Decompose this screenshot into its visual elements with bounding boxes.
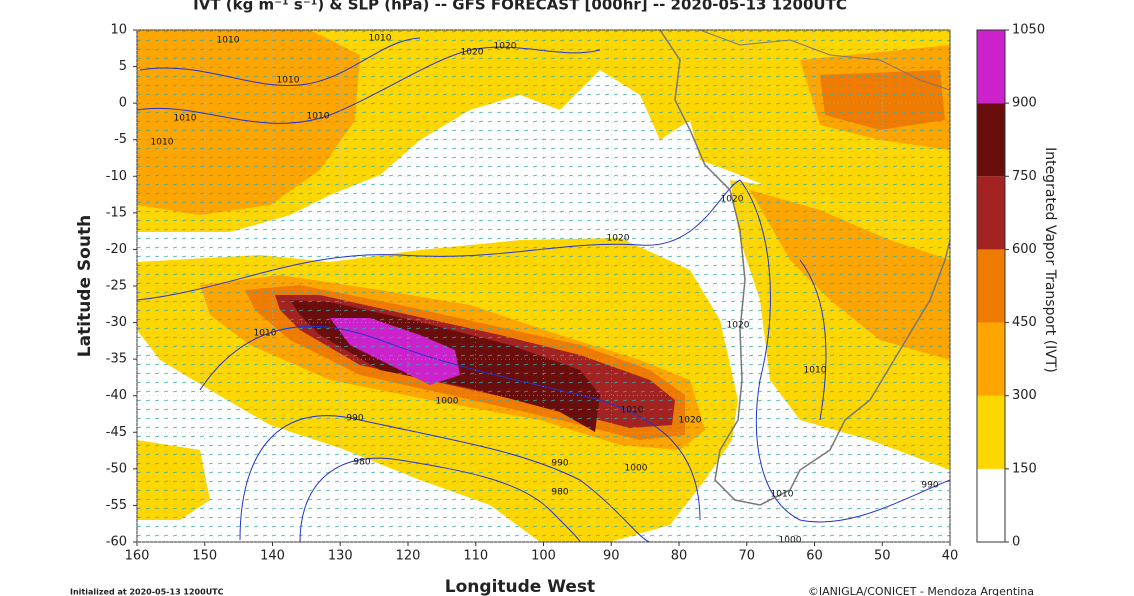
colorbar-segment <box>977 103 1005 177</box>
x-tick-label: 80 <box>671 549 688 564</box>
x-tick-label: 40 <box>942 549 959 564</box>
y-tick-label: -55 <box>106 498 127 513</box>
contour-label: 990 <box>921 481 938 491</box>
colorbar-tick-label: 150 <box>1012 461 1037 476</box>
contour-label: 1010 <box>217 36 240 46</box>
isobar <box>199 325 701 521</box>
contour-label: 1020 <box>727 321 750 331</box>
contour-label: 1010 <box>174 114 197 124</box>
x-tick-label: 60 <box>806 549 823 564</box>
contour-label: 1020 <box>679 416 702 426</box>
isobar <box>739 179 950 523</box>
footer-right: ©IANIGLA/CONICET - Mendoza Argentina <box>808 585 1034 596</box>
colorbar-segment <box>977 249 1005 323</box>
colorbar-tick-label: 900 <box>1012 96 1037 111</box>
y-tick-label: -25 <box>106 279 127 294</box>
contour-label: 1010 <box>804 366 827 376</box>
x-tick-label: 130 <box>328 549 353 564</box>
y-tick-label: -50 <box>106 461 127 476</box>
contour-label: 1000 <box>436 397 459 407</box>
colorbar-tick-label: 300 <box>1012 388 1037 403</box>
y-tick-label: 10 <box>110 23 127 38</box>
contour-label: 1020 <box>461 48 484 58</box>
contour-label: 1010 <box>254 329 277 339</box>
contour-label: 980 <box>353 458 370 468</box>
contour-label: 1000 <box>625 464 648 474</box>
isobar <box>139 37 421 87</box>
colorbar-tick-label: 0 <box>1012 535 1020 550</box>
y-tick-label: -40 <box>106 388 127 403</box>
x-tick-label: 150 <box>192 549 217 564</box>
colorbar-label: Integrated Vapor Transport (IVT) <box>1042 147 1058 373</box>
contour-label: 1020 <box>607 234 630 244</box>
colorbar-segment <box>977 30 1005 104</box>
isobar <box>137 46 601 124</box>
colorbar-segment <box>977 468 1005 542</box>
generated: 160 150 140 130 120 110 100 90 80 70 60 50 401050-5-… <box>106 23 1045 564</box>
y-tick-label: -15 <box>106 205 127 220</box>
colorbar-frame <box>976 29 1006 543</box>
isobars <box>137 37 950 542</box>
x-tick-label: 50 <box>874 549 891 564</box>
contour-label: 1010 <box>151 138 174 148</box>
y-tick-label: 5 <box>119 59 127 74</box>
contour-label: 1000 <box>779 536 802 546</box>
contour-label: 990 <box>551 459 568 469</box>
isobar <box>799 259 827 421</box>
contour-label: 1010 <box>621 406 644 416</box>
y-tick-label: -10 <box>106 169 127 184</box>
coastline <box>699 30 950 91</box>
coastline <box>659 30 950 506</box>
y-tick-label: -35 <box>106 352 127 367</box>
x-tick-label: 160 <box>125 549 150 564</box>
contour-label: 990 <box>346 414 363 424</box>
y-tick-label: 0 <box>119 96 127 111</box>
x-tick-label: 140 <box>260 549 285 564</box>
contour-label: 1020 <box>721 195 744 205</box>
y-tick-label: -5 <box>114 132 127 147</box>
colorbar-tick-label: 450 <box>1012 315 1037 330</box>
contour-label: 1020 <box>494 42 517 52</box>
contour-label: 1010 <box>307 112 330 122</box>
isobar <box>137 179 741 301</box>
colorbar-segment <box>977 395 1005 469</box>
x-tick-label: 90 <box>603 549 620 564</box>
x-tick-label: 70 <box>738 549 755 564</box>
colorbar-tick-label: 1050 <box>1012 23 1045 38</box>
y-tick-label: -60 <box>106 535 127 550</box>
y-tick-label: -20 <box>106 242 127 257</box>
x-axis-label: Longitude West <box>445 577 595 596</box>
footer-left: Initialized at 2020-05-13 1200UTC <box>70 588 224 596</box>
contour-label: 1010 <box>771 490 794 500</box>
colorbar-segment <box>977 176 1005 250</box>
colorbar-segment <box>977 322 1005 396</box>
colorbar-tick-label: 750 <box>1012 169 1037 184</box>
contour-label: 980 <box>551 488 568 498</box>
y-tick-label: -45 <box>106 425 127 440</box>
contour-label: 1010 <box>369 34 392 44</box>
colorbar-tick-label: 600 <box>1012 242 1037 257</box>
x-tick-label: 100 <box>531 549 556 564</box>
x-tick-label: 120 <box>396 549 421 564</box>
contour-label: 1010 <box>277 76 300 86</box>
y-tick-label: -30 <box>106 315 127 330</box>
x-tick-label: 110 <box>463 549 488 564</box>
title: IVT (kg m⁻¹ s⁻¹) & SLP (hPa) -- GFS FORE… <box>193 0 847 14</box>
y-axis-label: Latitude South <box>75 215 95 357</box>
isobar <box>239 415 651 542</box>
isobar <box>299 457 581 542</box>
